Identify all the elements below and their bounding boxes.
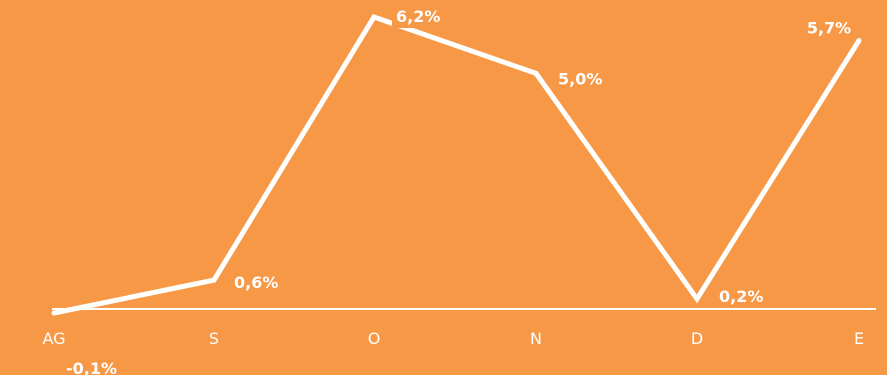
data-label-d: 0,2% — [719, 287, 763, 306]
x-tick-label-n: N — [530, 329, 542, 348]
data-label-bg-n — [554, 67, 607, 91]
x-tick-label-o: O — [368, 329, 381, 348]
data-point-d — [694, 296, 700, 302]
data-label-bg-d — [715, 284, 768, 308]
data-label-s: 0,6% — [234, 273, 278, 292]
x-tick-label-ag: AG — [42, 329, 65, 348]
data-point-o — [371, 14, 377, 20]
series-line — [53, 13, 862, 316]
data-label-bg-o — [392, 5, 445, 28]
data-label-n: 5,0% — [558, 69, 602, 88]
x-tick-label-e: E — [854, 329, 864, 348]
data-label-bg-ag — [62, 357, 122, 375]
data-label-o: 6,2% — [396, 7, 440, 26]
data-point-ag — [51, 310, 57, 316]
data-point-e — [856, 37, 862, 43]
data-label-bg-e — [802, 16, 856, 40]
data-label-bg-s — [230, 271, 283, 295]
data-point-s — [211, 277, 217, 283]
data-label-e: 5,7% — [807, 18, 851, 37]
data-label-ag: -0,1% — [66, 359, 117, 375]
x-tick-label-s: S — [209, 329, 219, 348]
x-tick-label-d: D — [691, 329, 703, 348]
data-point-n — [533, 70, 539, 76]
